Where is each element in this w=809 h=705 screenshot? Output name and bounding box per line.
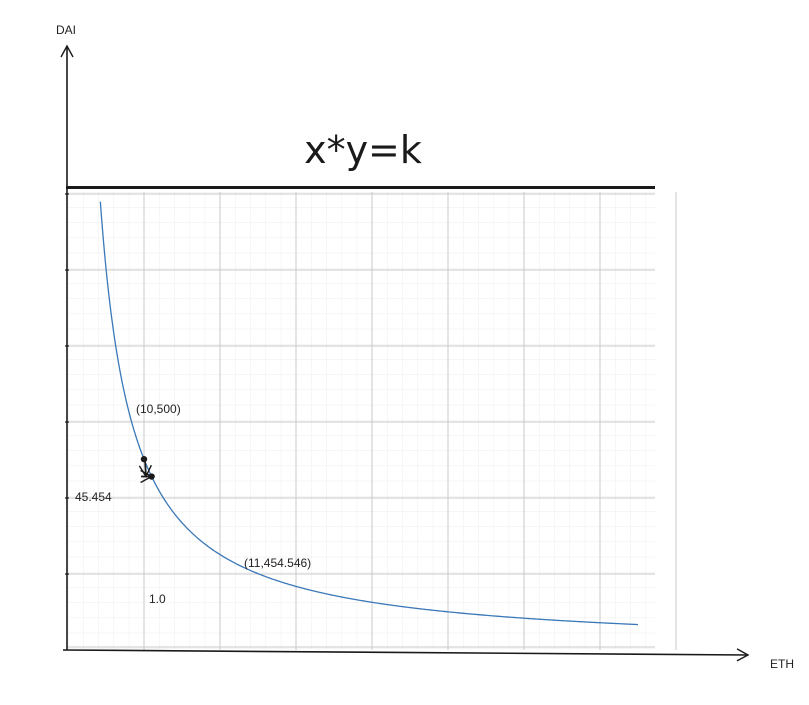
x-axis-label: ETH: [770, 657, 794, 671]
chart-title: x*y=k: [304, 128, 422, 172]
major-grid: [68, 192, 677, 650]
point-end: [148, 473, 155, 480]
point-start: [140, 455, 148, 463]
point-end-label: (11,454.546): [244, 556, 311, 570]
x-axis: [62, 648, 750, 662]
y-axis-ticks: [65, 193, 69, 575]
delta-y-label: 45.454: [75, 490, 112, 504]
point-start-label: (10,500): [136, 402, 181, 416]
curve-series: [99, 201, 639, 626]
delta-x-label: 1.0: [149, 592, 166, 606]
y-axis-label: DAI: [56, 23, 76, 37]
minor-grid: [68, 192, 655, 649]
